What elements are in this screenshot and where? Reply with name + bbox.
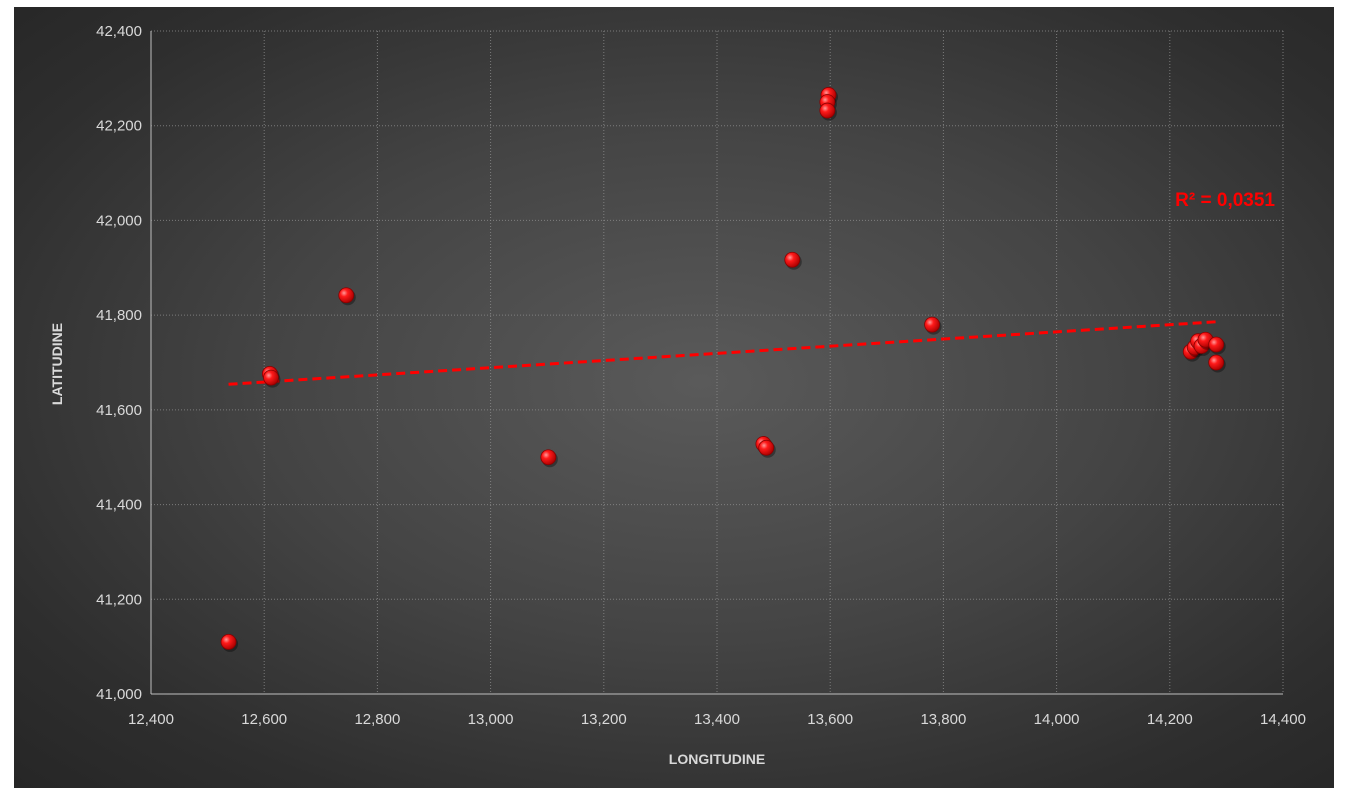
data-point [540,449,557,466]
y-tick-label: 41,200 [96,591,142,608]
y-tick-label: 41,800 [96,307,142,324]
r-squared-label: R² = 0,0351 [1175,190,1275,211]
x-tick-label: 13,000 [468,711,514,728]
y-tick-label: 41,000 [96,686,142,703]
grid [151,30,1284,694]
y-tick-label: 42,200 [96,118,142,135]
y-tick-label: 41,400 [96,497,142,514]
x-tick-label: 13,200 [581,711,627,728]
x-tick-label: 13,800 [920,711,966,728]
y-tick-label: 42,000 [96,212,142,229]
points-group [220,87,1226,652]
trendline [228,320,1217,386]
y-tick-label: 42,400 [96,23,142,40]
data-point [338,287,355,304]
data-point [784,251,801,268]
x-tick-label: 13,600 [807,711,853,728]
data-point [263,369,279,386]
x-tick-label: 12,400 [128,711,174,728]
data-point [924,316,940,333]
x-tick-label: 12,800 [354,711,400,728]
x-tick-label: 13,400 [694,711,740,728]
chart-area: 12,400 12,600 12,800 13,000 13,200 13,400 13,6… [14,7,1334,788]
x-tick-label: 14,400 [1260,711,1306,728]
x-axis-title: LONGITUDINE [669,751,765,767]
x-tick-label: 14,200 [1147,711,1193,728]
data-point [1208,336,1225,353]
trendline-group [228,320,1217,386]
axes: 12,400 12,600 12,800 13,000 13,200 13,400 13,6… [96,23,1306,728]
y-tick-label: 41,600 [96,402,142,419]
data-point [220,634,237,650]
data-point [819,102,836,119]
data-point [758,439,775,456]
y-axis-title: LATITUDINE [49,323,65,405]
x-tick-label: 12,600 [241,711,287,728]
data-point [1208,354,1225,371]
x-tick-label: 14,000 [1034,711,1080,728]
scatter-chart: 12,400 12,600 12,800 13,000 13,200 13,400 13,6… [49,23,1306,767]
